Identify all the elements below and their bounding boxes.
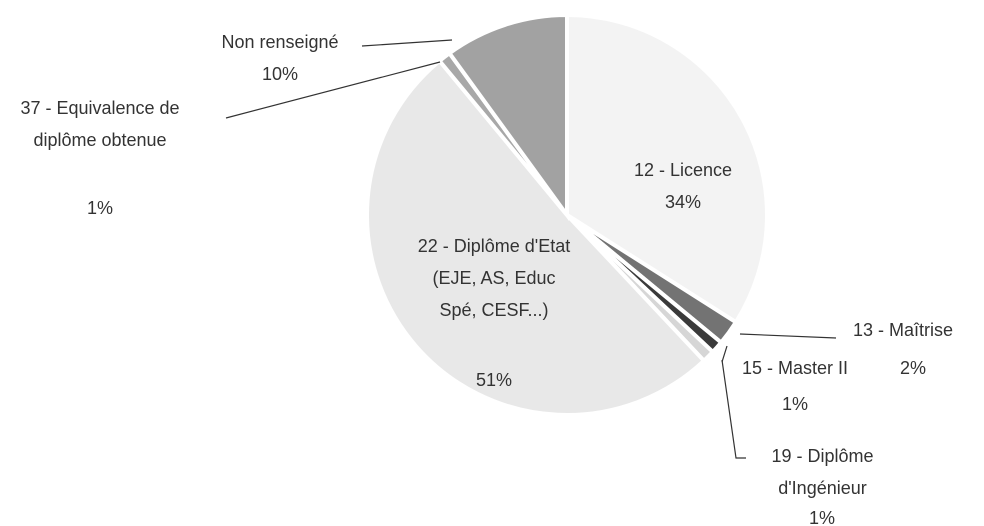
slice-label: 22 - Diplôme d'Etat (EJE, AS, Educ Spé, …: [417, 236, 571, 320]
slice-value-label: 1%: [86, 198, 113, 218]
slice-label: 13 - Maîtrise: [852, 320, 954, 340]
leader-line: [721, 345, 728, 363]
leader-line: [739, 333, 837, 339]
slice-value-label: 10%: [261, 64, 299, 84]
pie-slice: [365, 58, 707, 417]
slice-label: Non renseigné: [221, 32, 339, 52]
leader-line: [225, 61, 441, 119]
slice-value-label: 1%: [781, 394, 808, 414]
slice-label: 37 - Equivalence de diplôme obtenue: [20, 98, 180, 150]
slice-value-label: 1%: [808, 508, 835, 526]
slice-value-label: 34%: [664, 192, 702, 212]
slice-label: 19 - Diplôme d'Ingénieur: [771, 446, 874, 498]
leader-line: [721, 359, 746, 459]
pie-slice: [446, 12, 569, 222]
slice-label: 15 - Master II: [741, 358, 849, 378]
slice-value-label: 51%: [475, 370, 513, 390]
slice-value-label: 2%: [899, 358, 926, 378]
slice-label: 12 - Licence: [633, 160, 733, 180]
leader-line: [361, 39, 453, 47]
